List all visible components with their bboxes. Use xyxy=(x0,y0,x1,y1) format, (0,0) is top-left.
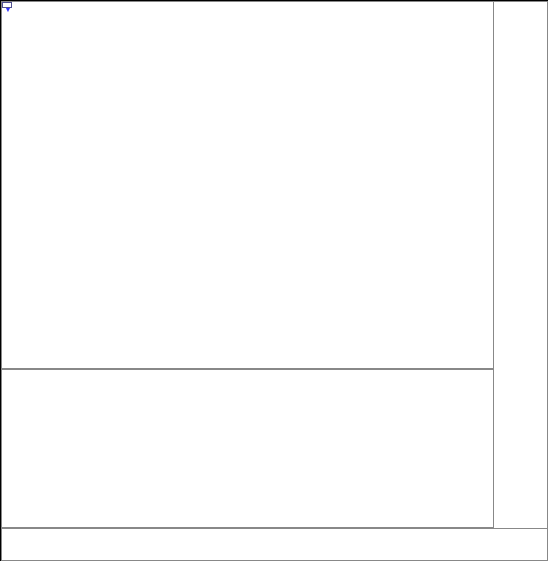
callout-srlvls xyxy=(2,2,12,8)
main-price-chart[interactable]: ▼ xyxy=(1,1,494,369)
sub-y-axis xyxy=(494,369,548,528)
main-y-axis xyxy=(494,1,548,369)
chart-container: ▼ xyxy=(0,0,548,561)
sub-indicator-chart[interactable] xyxy=(1,369,494,528)
x-axis xyxy=(1,528,548,561)
